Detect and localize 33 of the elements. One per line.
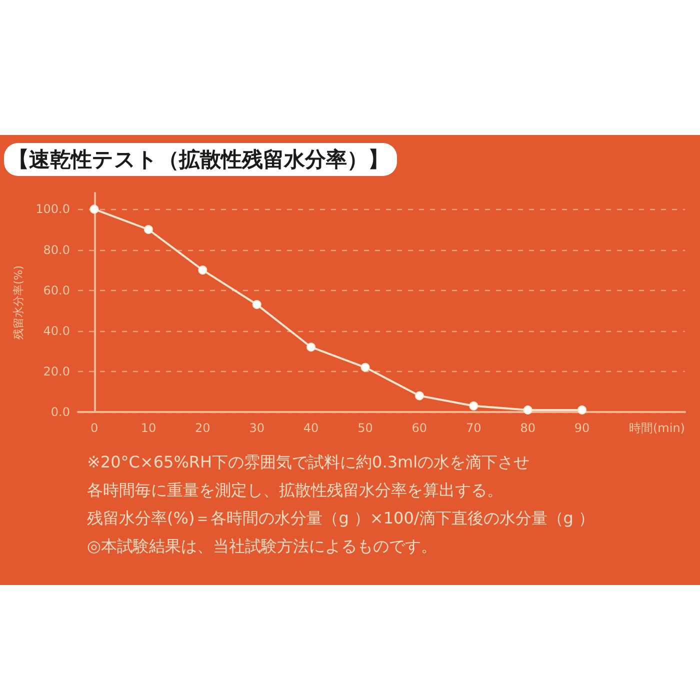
text: 各時間毎に重量を測定し、拡散性残留水分率を算出する。 (87, 480, 503, 500)
point (252, 300, 262, 310)
y-tick-label: 20.0 (43, 364, 70, 378)
y-axis-title: 残留水分率(%) (12, 265, 25, 340)
point (523, 405, 532, 414)
point (414, 391, 424, 400)
x-tick-label: 30 (249, 421, 264, 435)
point (360, 362, 370, 372)
point (90, 204, 99, 214)
x-tick-label: 70 (466, 421, 482, 435)
x-axis-title: 時間(min) (629, 421, 685, 435)
x-tick-label: 40 (303, 421, 319, 435)
x-tick-label: 90 (574, 421, 590, 435)
point (144, 225, 153, 234)
x-tick-label: 80 (520, 421, 536, 435)
point (469, 401, 478, 410)
x-tick-label: 0 (90, 421, 98, 435)
x-tick-label: 10 (140, 421, 156, 435)
y-tick-label: 0.0 (50, 405, 70, 419)
x-tick-label: 20 (195, 421, 210, 435)
point (306, 342, 316, 352)
chart-title: 【速乾性テスト（拡散性残留水分率）】 (8, 148, 389, 172)
y-tick-label: 60.0 (43, 283, 70, 298)
point (578, 405, 587, 414)
y-tick-label: 80.0 (43, 242, 70, 257)
text: ◎本試験結果は、当社試験方法によるものです。 (87, 536, 437, 556)
x-tick-label: 50 (358, 421, 373, 435)
text: 残留水分率(%)＝各時間の水分量（g ）×100/滴下直後の水分量（g ） (87, 508, 595, 528)
y-tick-label: 100.0 (36, 202, 70, 216)
point (198, 266, 208, 275)
x-tick-label: 60 (412, 421, 428, 435)
text: ※20°C×65%RH下の雰囲気で試料に約0.3mlの水を滴下させ (87, 452, 530, 472)
y-tick-label: 40.0 (43, 324, 70, 338)
